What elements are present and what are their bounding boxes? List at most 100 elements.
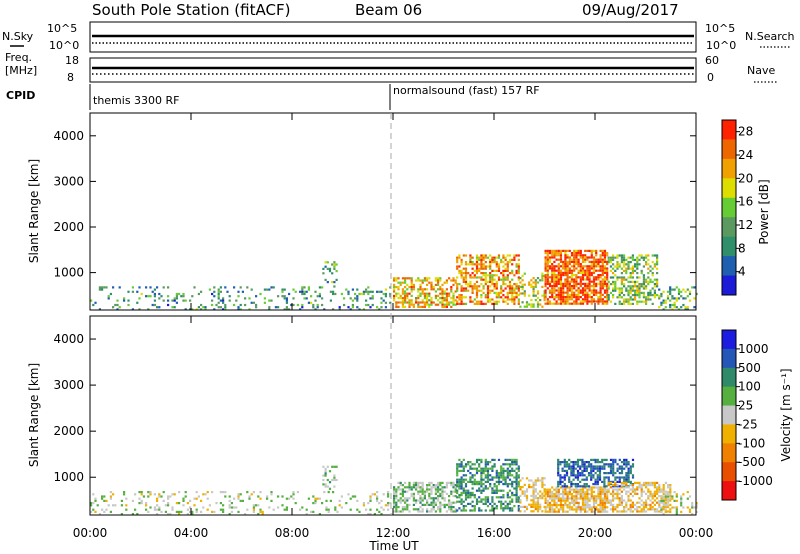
echo-cell xyxy=(508,489,512,492)
echo-cell xyxy=(504,483,507,486)
echo-cell xyxy=(597,291,600,294)
echo-cell xyxy=(456,300,459,303)
echo-cell xyxy=(636,492,639,495)
echo-cell xyxy=(182,292,185,296)
echo-cell xyxy=(517,480,520,483)
echo-cell xyxy=(384,292,387,296)
echo-cell xyxy=(401,299,404,302)
echo-cell xyxy=(623,302,626,305)
echo-cell xyxy=(625,300,628,303)
echo-cell xyxy=(553,291,556,294)
echo-cell xyxy=(627,291,630,294)
echo-cell xyxy=(482,478,485,481)
echo-cell xyxy=(570,461,573,464)
freq-label-2: [MHz] xyxy=(5,64,37,77)
echo-cell xyxy=(662,501,665,504)
echo-cell xyxy=(149,286,152,289)
echo-cell xyxy=(138,308,141,311)
echo-cell xyxy=(572,483,575,486)
power-colorbar-label: Power [dB] xyxy=(757,179,771,244)
echo-cell xyxy=(638,294,641,297)
echo-cell xyxy=(590,260,593,263)
echo-cell xyxy=(460,263,463,266)
echo-cell xyxy=(456,285,459,288)
echo-cell xyxy=(316,497,319,500)
echo-cell xyxy=(475,500,479,503)
echo-cell xyxy=(581,485,584,488)
echo-cell xyxy=(508,500,512,503)
echo-cell xyxy=(401,508,404,511)
echo-cell xyxy=(484,265,487,268)
echo-cell xyxy=(511,463,514,466)
echo-cell xyxy=(448,495,451,498)
echo-cell xyxy=(595,263,598,266)
colorbar-segment xyxy=(722,256,736,277)
echo-cell xyxy=(90,510,93,513)
echo-cell xyxy=(566,254,569,257)
echo-cell xyxy=(597,300,600,303)
echo-cell xyxy=(603,510,607,513)
echo-cell xyxy=(489,265,492,268)
echo-cell xyxy=(525,477,529,480)
echo-cell xyxy=(686,295,689,298)
echo-cell xyxy=(581,300,585,303)
echo-cell xyxy=(691,502,694,505)
echo-cell xyxy=(584,486,587,489)
echo-cell xyxy=(301,286,304,289)
echo-cell xyxy=(266,288,269,291)
echo-cell xyxy=(530,303,533,306)
echo-cell xyxy=(649,508,652,511)
echo-cell xyxy=(464,289,468,292)
echo-cell xyxy=(564,252,567,255)
echo-cell xyxy=(588,486,591,489)
echo-cell xyxy=(508,458,512,461)
echo-cell xyxy=(546,271,549,274)
echo-cell xyxy=(649,294,652,297)
echo-cell xyxy=(658,506,661,509)
echo-cell xyxy=(156,497,159,500)
echo-cell xyxy=(579,269,582,272)
echo-cell xyxy=(217,290,220,293)
echo-cell xyxy=(506,469,509,472)
echo-cell xyxy=(441,305,444,308)
echo-cell xyxy=(408,299,411,302)
echo-cell xyxy=(462,489,465,492)
echo-cell xyxy=(200,290,203,293)
echo-cell xyxy=(544,256,547,259)
echo-cell xyxy=(367,290,370,293)
echo-cell xyxy=(609,492,612,495)
echo-cell xyxy=(513,258,516,261)
echo-cell xyxy=(592,265,596,268)
echo-cell xyxy=(450,301,453,304)
echo-cell xyxy=(581,472,584,475)
echo-cell xyxy=(603,285,607,288)
echo-cell xyxy=(454,484,457,487)
echo-cell xyxy=(458,469,461,472)
echo-cell xyxy=(219,306,222,309)
echo-cell xyxy=(568,467,571,470)
echo-cell xyxy=(239,303,242,307)
echo-cell xyxy=(464,280,468,283)
echo-cell xyxy=(616,254,619,257)
echo-cell xyxy=(645,285,648,288)
echo-cell xyxy=(417,510,420,513)
echo-cell xyxy=(299,308,302,311)
echo-cell xyxy=(564,278,567,281)
echo-cell xyxy=(504,505,507,508)
echo-cell xyxy=(450,481,453,484)
echo-cell xyxy=(559,293,563,296)
echo-cell xyxy=(594,483,597,486)
echo-cell xyxy=(497,294,501,297)
echo-cell xyxy=(358,308,361,311)
echo-cell xyxy=(230,510,233,513)
echo-cell xyxy=(566,265,569,268)
echo-cell xyxy=(421,492,424,495)
echo-cell xyxy=(607,501,610,504)
echo-cell xyxy=(597,269,600,272)
echo-cell xyxy=(92,502,95,505)
echo-cell xyxy=(469,491,472,494)
echo-cell xyxy=(523,294,526,297)
echo-cell xyxy=(586,274,589,277)
echo-cell xyxy=(590,302,593,305)
